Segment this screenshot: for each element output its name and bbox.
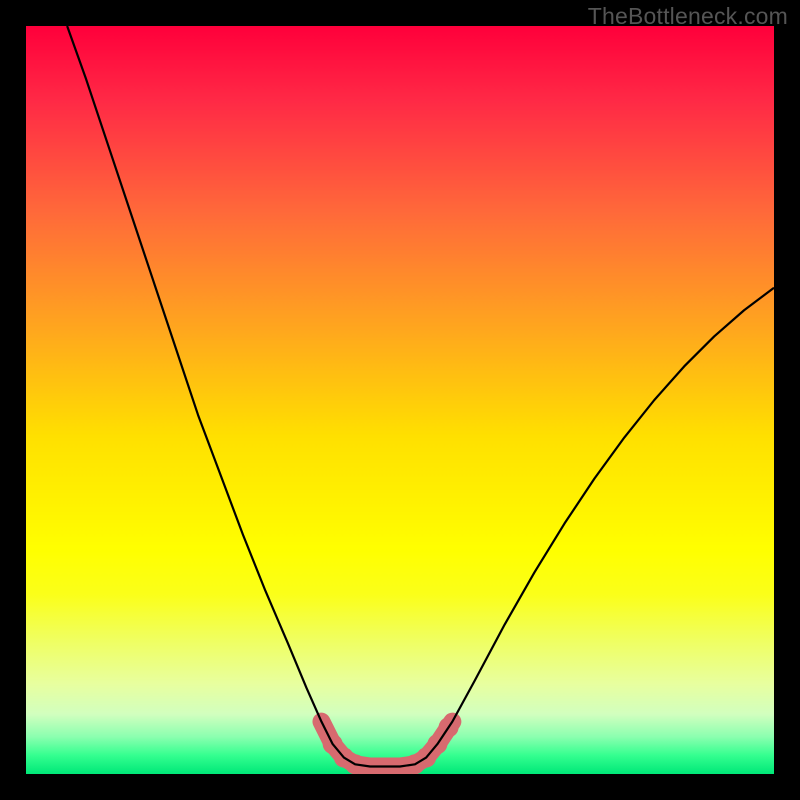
watermark-text: TheBottleneck.com	[588, 3, 788, 30]
plot-area	[26, 26, 774, 774]
bottleneck-curve	[67, 26, 774, 767]
curve-layer	[26, 26, 774, 774]
chart-frame: TheBottleneck.com	[0, 0, 800, 800]
